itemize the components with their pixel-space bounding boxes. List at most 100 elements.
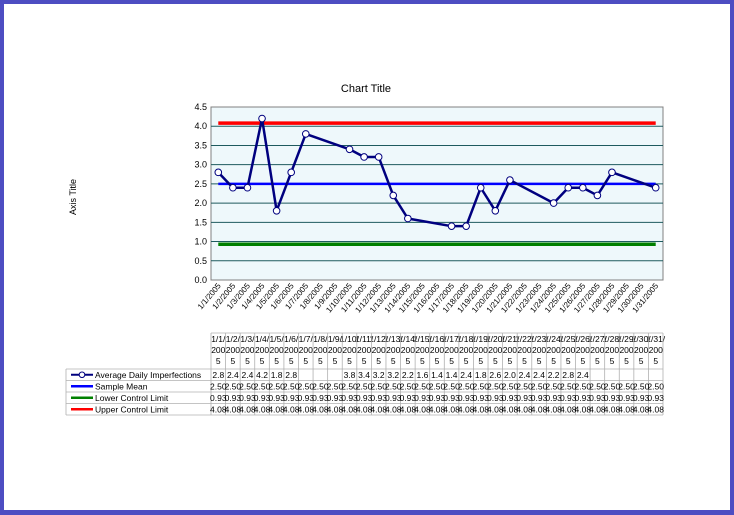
table-header-cell: 5 [376, 356, 381, 366]
table-header-cell: 200 [240, 345, 254, 355]
table-header-cell: 200 [313, 345, 327, 355]
table-cell: 2.2 [402, 370, 414, 380]
table-cell: 2.50 [545, 381, 562, 391]
data-point [360, 153, 368, 161]
table-cell: 0.93 [210, 393, 227, 403]
table-cell: 4.08 [341, 404, 358, 414]
table-cell: 0.93 [414, 393, 431, 403]
table-header-cell: 200 [299, 345, 313, 355]
table-header-cell: 5 [435, 356, 440, 366]
table-cell: 0.93 [560, 393, 577, 403]
table-cell: 3.2 [387, 370, 399, 380]
plot-area [210, 106, 664, 281]
table-cell: 2.50 [341, 381, 358, 391]
table-header-cell: 1/17/ [442, 334, 462, 344]
table-cell: 2.4 [460, 370, 472, 380]
table-cell: 4.08 [239, 404, 256, 414]
data-point [549, 199, 558, 207]
table-cell: 2.50 [298, 381, 315, 391]
table-header-cell: 5 [566, 356, 571, 366]
table-cell: 0.93 [472, 393, 489, 403]
y-tick-label: 2.0 [194, 198, 207, 208]
table-header-cell: 5 [289, 356, 294, 366]
table-header-cell: 1/20/ [486, 334, 506, 344]
table-cell: 2.50 [502, 381, 519, 391]
table-cell: 1.4 [446, 370, 458, 380]
table-header-cell: 5 [245, 356, 250, 366]
y-axis-title: Axis Title [68, 179, 78, 215]
data-point [608, 168, 616, 177]
table-header-cell: 5 [333, 356, 338, 366]
table-header-cell: 5 [580, 356, 585, 366]
table-header-cell: 1/9/ [328, 334, 343, 344]
table-header-cell: 200 [226, 345, 240, 355]
table-header-cell: 200 [357, 345, 371, 355]
table-header-cell: 1/28/ [603, 334, 623, 344]
table-header-cell: 200 [401, 345, 415, 355]
data-point [374, 153, 383, 161]
table-cell: 4.08 [356, 404, 373, 414]
table-cell: 2.50 [283, 381, 300, 391]
table-header-cell: 1/10/ [340, 334, 360, 344]
table-header-cell: 5 [274, 356, 279, 366]
table-cell: 0.93 [502, 393, 519, 403]
table-header-cell: 200 [634, 345, 648, 355]
table-cell: 4.08 [210, 404, 227, 414]
table-cell: 2.50 [516, 381, 533, 391]
table-cell: 0.93 [341, 393, 358, 403]
table-cell: 0.93 [647, 393, 664, 403]
table-header-cell: 5 [464, 356, 469, 366]
table-cell: 0.93 [458, 393, 475, 403]
table-cell: 2.8 [212, 370, 224, 380]
table-cell: 2.50 [400, 381, 417, 391]
legend-entry: Lower Control Limit [95, 393, 169, 403]
table-header-cell: 1/6/ [284, 334, 299, 344]
table-cell: 2.50 [560, 381, 577, 391]
table-cell: 2.0 [504, 370, 516, 380]
table-header-cell: 1/23/ [530, 334, 550, 344]
table-header-cell: 5 [610, 356, 615, 366]
table-header-cell: 1/24/ [544, 334, 564, 344]
table-cell: 2.50 [356, 381, 373, 391]
y-tick-label: 4.0 [194, 121, 207, 131]
table-cell: 0.93 [429, 393, 446, 403]
table-cell: 0.93 [254, 393, 271, 403]
table-cell: 4.08 [225, 404, 242, 414]
table-cell: 2.50 [210, 381, 227, 391]
table-cell: 2.50 [472, 381, 489, 391]
table-header-cell: 1/3/ [240, 334, 255, 344]
table-header-cell: 200 [517, 345, 531, 355]
table-header-cell: 1/11/ [355, 334, 374, 344]
table-cell: 2.50 [414, 381, 431, 391]
table-cell: 0.93 [370, 393, 387, 403]
table-header-cell: 200 [386, 345, 400, 355]
table-cell: 2.50 [254, 381, 271, 391]
table-cell: 4.08 [618, 404, 635, 414]
y-tick-label: 2.5 [194, 179, 207, 189]
table-cell: 0.93 [618, 393, 635, 403]
chart-frame: Chart Title Axis Title 0.0 0.5 1.0 1.5 2.0 2.… [4, 4, 730, 510]
table-cell: 0.93 [283, 393, 300, 403]
table-cell: 0.93 [545, 393, 562, 403]
data-point [593, 191, 602, 200]
table-cell: 0.93 [604, 393, 621, 403]
table-cell: 2.50 [487, 381, 504, 391]
table-cell: 4.08 [443, 404, 460, 414]
table-cell: 0.93 [327, 393, 344, 403]
data-point [345, 145, 354, 154]
table-cell: 4.08 [268, 404, 285, 414]
data-point [243, 183, 252, 192]
table-header-cell: 5 [405, 356, 410, 366]
table-header-cell: 200 [270, 345, 284, 355]
table-header-cell: 200 [649, 345, 663, 355]
table-header-cell: 1/21/ [500, 334, 520, 344]
y-tick-label: 3.0 [194, 160, 207, 170]
data-point [287, 168, 295, 177]
table-header-cell: 200 [590, 345, 604, 355]
table-header-cell: 5 [449, 356, 454, 366]
table-header-cell: 5 [595, 356, 600, 366]
table-header-cell: 5 [522, 356, 527, 366]
table-cell: 3.4 [358, 370, 370, 380]
table-header-cell: 5 [493, 356, 498, 366]
table-header-cell: 1/30/ [632, 334, 652, 344]
